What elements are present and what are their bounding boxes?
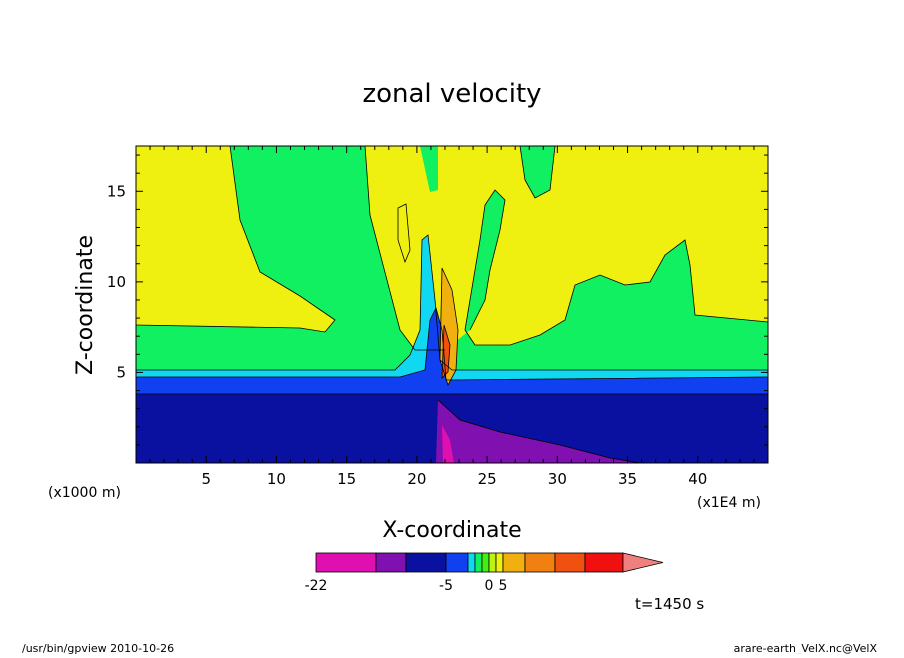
colorbar-swatch xyxy=(405,552,447,573)
colorbar-swatch xyxy=(488,552,497,573)
contour-region-purple xyxy=(436,400,640,463)
x-axis-title: X-coordinate xyxy=(382,518,521,543)
colorbar-swatch xyxy=(502,552,526,573)
x-tick-label: 30 xyxy=(548,470,567,488)
x-tick-labels: 5 10 15 20 25 30 35 40 xyxy=(201,470,707,488)
colorbar-swatch xyxy=(495,552,504,573)
x-unit-label: (x1E4 m) xyxy=(697,495,761,511)
colorbar-swatch xyxy=(481,552,490,573)
contour-region-green xyxy=(136,146,768,378)
colorbar-label: -5 xyxy=(439,578,453,594)
footer-left: /usr/bin/gpview 2010-10-26 xyxy=(22,642,174,654)
x-tick-label: 35 xyxy=(618,470,637,488)
time-label: t=1450 s xyxy=(635,595,704,613)
colorbar-arrow xyxy=(622,552,664,573)
y-tick-labels: 5 10 15 xyxy=(107,182,126,381)
contour-field xyxy=(136,146,768,463)
x-tick-label: 5 xyxy=(201,470,211,488)
y-tick-label: 10 xyxy=(107,273,126,291)
contour-region-magenta xyxy=(442,425,454,463)
x-tick-label: 10 xyxy=(267,470,286,488)
contour-lines xyxy=(136,146,768,463)
colorbar-swatch xyxy=(445,552,469,573)
colorbar-swatch xyxy=(524,552,556,573)
colorbar-swatch xyxy=(584,552,624,573)
x-tick-label: 15 xyxy=(337,470,356,488)
x-tick-label: 25 xyxy=(478,470,497,488)
chart-title: zonal velocity xyxy=(362,79,541,109)
colorbar-swatch xyxy=(554,552,586,573)
colorbar-label: 0 xyxy=(485,578,494,594)
y-tick-label: 15 xyxy=(107,182,126,200)
contour-region-blue xyxy=(136,308,768,394)
colorbar-labels: -22 -5 0 5 xyxy=(305,578,508,594)
colorbar-swatch xyxy=(315,552,377,573)
contour-region-green xyxy=(420,146,438,192)
contour-region-green xyxy=(520,146,555,198)
colorbar-swatch xyxy=(474,552,483,573)
contour-region-red xyxy=(442,325,450,378)
plot-frame xyxy=(135,145,769,464)
colorbar-swatch xyxy=(375,552,407,573)
y-tick-label: 5 xyxy=(116,363,126,381)
axis-ticks xyxy=(136,146,768,463)
x-tick-label: 20 xyxy=(407,470,426,488)
colorbar-label: 5 xyxy=(499,578,508,594)
y-unit-label: (x1000 m) xyxy=(48,485,121,501)
colorbar-swatch xyxy=(467,552,476,573)
x-tick-label: 40 xyxy=(688,470,707,488)
footer-right: arare-earth_VelX.nc@VelX xyxy=(734,642,878,654)
y-axis-title: Z-coordinate xyxy=(73,235,98,375)
colorbar-label: -22 xyxy=(305,578,328,594)
colorbar xyxy=(315,552,664,573)
